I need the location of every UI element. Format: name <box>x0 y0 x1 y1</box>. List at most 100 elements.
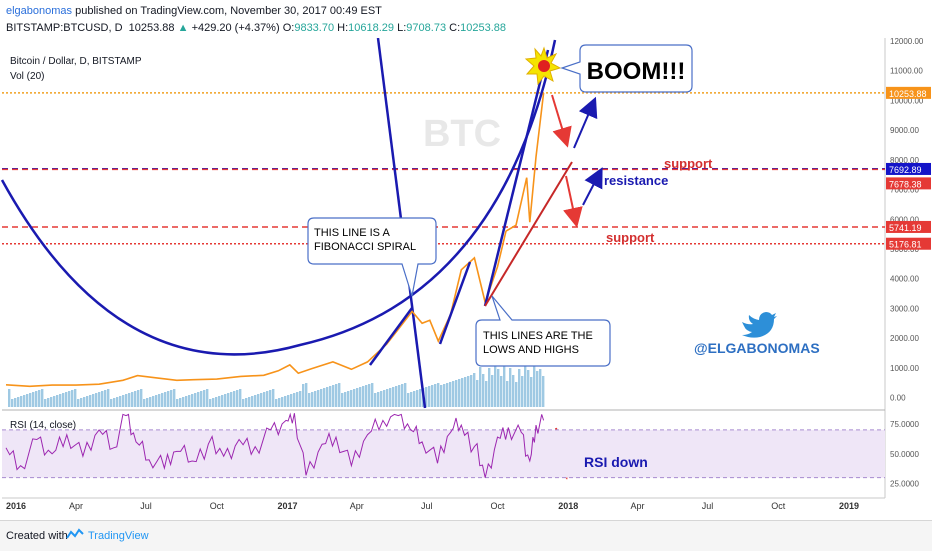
symbol-label: BITSTAMP:BTCUSD, D <box>6 22 123 34</box>
volume-bar <box>443 384 446 407</box>
volume-bar <box>503 363 506 407</box>
down-arrow-1[interactable] <box>551 94 572 148</box>
support-label-lower: support <box>606 230 655 245</box>
volume-bar <box>395 386 398 407</box>
volume-bar <box>257 394 260 407</box>
volume-bar <box>218 396 221 407</box>
fibonacci-spiral[interactable] <box>0 39 557 356</box>
trend-line-red[interactable] <box>484 161 573 307</box>
down-arrow-2[interactable] <box>563 175 583 228</box>
volume-bar <box>524 363 527 407</box>
volume-bar <box>23 395 26 407</box>
volume-bar <box>506 381 509 407</box>
publish-date: published on TradingView.com, November 3… <box>75 5 382 17</box>
level-price-label: 5176.81 <box>889 240 922 250</box>
volume-bar <box>194 393 197 407</box>
volume-bar <box>368 384 371 407</box>
volume-bar <box>470 375 473 407</box>
boom-callout[interactable]: BOOM!!! <box>560 44 693 93</box>
volume-bar <box>356 388 359 407</box>
volume-bar <box>377 392 380 407</box>
volume-bar <box>206 389 209 407</box>
volume-bar <box>284 396 287 407</box>
rsi-pane[interactable]: 25.0000 50.0000 75.0000 RSI (14, close) RS… <box>2 412 919 489</box>
volume-bar <box>329 386 332 407</box>
volume-bar <box>161 393 164 407</box>
price-tick-label: 10000.00 <box>890 96 924 105</box>
up-arrow-1[interactable] <box>573 96 598 149</box>
main-pane[interactable] <box>2 38 885 408</box>
volume-bar <box>182 397 185 407</box>
volume-bar <box>488 368 491 407</box>
volume-bar <box>440 385 443 407</box>
volume-bar <box>500 376 503 407</box>
volume-bar <box>338 383 341 407</box>
twitter-handle: @ELGABONOMAS <box>694 340 820 356</box>
volume-bar <box>245 398 248 407</box>
time-tick-label: 2017 <box>277 501 297 511</box>
volume-bar <box>29 393 32 407</box>
volume-bar <box>374 393 377 407</box>
author-link[interactable]: elgabonomas <box>6 5 73 17</box>
time-tick-label: Oct <box>490 501 505 511</box>
volume-bar <box>104 390 107 407</box>
volume-bar <box>179 398 182 407</box>
volume-bar <box>527 370 530 407</box>
lows-highs-callout[interactable]: THIS LINES ARE THE LOWS AND HIGHS <box>475 295 611 367</box>
volume-bar <box>134 391 137 407</box>
time-axis[interactable]: 2016 Apr Jul Oct 2017 Apr Jul Oct 2018 Apr Jul Oct 2… <box>6 501 859 511</box>
volume-bar <box>419 389 422 407</box>
chart-canvas[interactable]: 0.001000.002000.003000.004000.005000.006… <box>0 38 932 520</box>
time-tick-label: Apr <box>630 501 644 511</box>
volume-bar <box>137 390 140 407</box>
horizontal-levels[interactable]: 10253.88 7692.89 7678.38 5741.19 5176.81 <box>2 86 931 250</box>
chart-title: Bitcoin / Dollar, D, BITSTAMP <box>10 56 142 67</box>
volume-bar <box>266 391 269 407</box>
volume-bar <box>8 389 11 407</box>
boom-text: BOOM!!! <box>587 58 686 85</box>
trend-line-lows-1[interactable] <box>368 307 414 366</box>
price-tick-label: 4000.00 <box>890 275 919 284</box>
level-price-label: 10253.88 <box>889 89 927 99</box>
volume-bar <box>515 382 518 407</box>
volume-bar <box>128 393 131 407</box>
volume-bar <box>251 396 254 407</box>
volume-bar <box>32 392 35 407</box>
volume-bar <box>47 398 50 407</box>
volume-bar <box>416 390 419 407</box>
price-tick-label: 9000.00 <box>890 126 919 135</box>
trend-line-lows-3[interactable] <box>483 49 550 307</box>
volume-bar <box>215 397 218 407</box>
volume-bar <box>149 397 152 407</box>
volume-bars <box>8 362 545 407</box>
volume-bar <box>56 395 59 407</box>
boom-burst-icon <box>524 46 562 86</box>
up-arrow-2[interactable] <box>582 167 603 206</box>
volume-bar <box>533 364 536 407</box>
symbol-bar: BITSTAMP:BTCUSD, D 10253.88 ▲ +429.20 (+… <box>6 22 506 34</box>
rsi-axis[interactable]: 25.0000 50.0000 75.0000 <box>890 420 919 489</box>
price-change: +429.20 (+4.37%) <box>191 22 280 34</box>
volume-bar <box>518 369 521 407</box>
fibonacci-callout[interactable]: THIS LINE IS A FIBONACCI SPIRAL <box>307 217 437 297</box>
low-label: L: <box>397 22 407 34</box>
tradingview-link[interactable]: TradingView <box>88 530 149 542</box>
rsi-down-label: RSI down <box>584 454 648 470</box>
volume-bar <box>35 391 38 407</box>
volume-bar <box>299 391 302 407</box>
price-line <box>5 92 545 388</box>
time-tick-label: Jul <box>421 501 433 511</box>
volume-bar <box>116 397 119 407</box>
rsi-tick-label: 25.0000 <box>890 480 919 489</box>
price-tick-label: 12000.00 <box>890 38 924 46</box>
time-tick-label: 2018 <box>558 501 578 511</box>
volume-bar <box>125 394 128 407</box>
volume-bar <box>371 383 374 407</box>
volume-bar <box>392 387 395 407</box>
volume-bar <box>221 395 224 407</box>
trend-line-lows-2[interactable] <box>438 261 472 345</box>
footer-bar: Created with TradingView <box>0 520 932 551</box>
volume-bar <box>275 399 278 407</box>
volume-bar <box>461 378 464 407</box>
volume-bar <box>89 395 92 407</box>
